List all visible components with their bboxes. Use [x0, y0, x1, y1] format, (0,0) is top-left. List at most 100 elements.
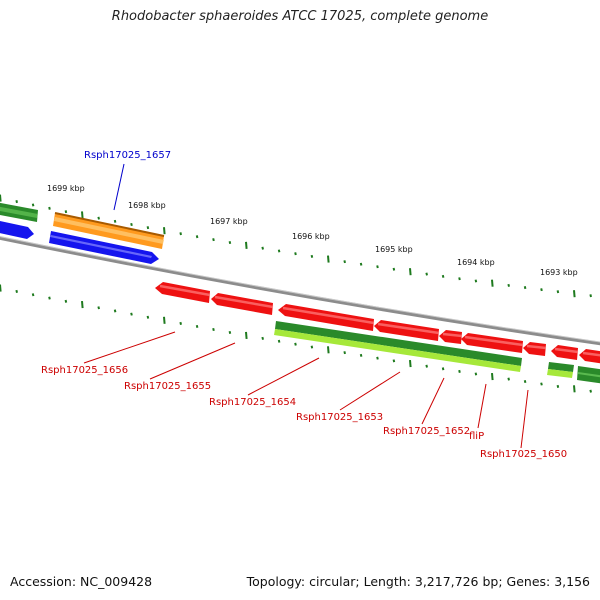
scale-tick — [523, 380, 527, 384]
scale-tick — [146, 226, 150, 230]
scale-tick — [81, 300, 84, 309]
gene-feature-green-short[interactable] — [548, 362, 574, 372]
scale-tick — [64, 299, 68, 303]
scale-tick — [491, 279, 494, 287]
scale-tick — [327, 255, 330, 263]
scale-tick — [523, 286, 527, 290]
scale-tick — [507, 283, 510, 287]
scale-tick — [15, 200, 18, 204]
genome-backbone-highlight — [0, 236, 600, 343]
gene-feature-lightgreen-short[interactable] — [547, 369, 573, 378]
gene-feature-green-long[interactable] — [275, 321, 522, 366]
scale-tick — [425, 272, 428, 276]
scale-tick — [327, 346, 330, 354]
gene-feature-blue-left[interactable] — [0, 220, 34, 239]
gene-feature-orange-edge — [54, 212, 165, 237]
accession-text: Accession: NC_009428 — [10, 574, 153, 589]
scale-tick — [48, 296, 51, 300]
scale-tick — [573, 290, 576, 298]
label-leader-lines — [83, 163, 529, 449]
scale-tick — [97, 216, 100, 220]
gene-label-rsph17025-1655[interactable]: Rsph17025_1655 — [124, 381, 211, 392]
scale-tick — [474, 372, 478, 376]
scale-tick — [31, 203, 35, 207]
scale-tick — [31, 293, 35, 297]
gene-label-rsph17025-1656[interactable]: Rsph17025_1656 — [41, 365, 128, 376]
scale-tick — [228, 241, 232, 245]
scale-tick — [589, 294, 592, 298]
scale-tick — [343, 351, 346, 355]
scale-tick — [343, 260, 346, 264]
gene-feature-lightgreen-right — [578, 372, 600, 378]
gene-feature-orange-shine — [54, 217, 164, 244]
scale-tick — [425, 364, 428, 368]
scale-tick — [0, 194, 2, 202]
scale-label: 1694 kbp — [457, 258, 495, 267]
forward-strand — [0, 202, 165, 264]
gene-feature-green-top-left-shine — [0, 206, 38, 218]
gene-label-rsph17025-1657[interactable]: Rsph17025_1657 — [84, 150, 171, 161]
scale-label: 1696 kbp — [292, 232, 330, 241]
gene-red-shine — [159, 284, 600, 357]
gene-label-rsph17025-1653[interactable]: Rsph17025_1653 — [296, 412, 383, 423]
scale-label: 1693 kbp — [540, 268, 578, 277]
reverse-strand-red — [155, 282, 600, 364]
genome-backbone — [0, 236, 600, 346]
gene-label-rsph17025-1650[interactable]: Rsph17025_1650 — [480, 449, 567, 460]
scale-label: 1697 kbp — [210, 217, 248, 226]
scale-tick — [212, 238, 215, 242]
scale-tick — [48, 206, 51, 210]
scale-tick — [294, 252, 297, 256]
scale-tick — [458, 369, 461, 373]
scale-label: 1695 kbp — [375, 245, 413, 254]
scale-tick — [0, 284, 2, 292]
gene-label-rsph17025-1652[interactable]: Rsph17025_1652 — [383, 426, 470, 437]
leader-rsph17025-1657 — [113, 163, 125, 211]
scale-tick — [294, 342, 297, 346]
scale-tick — [163, 316, 166, 324]
scale-tick — [146, 315, 150, 319]
gene-feature-blue-shine — [50, 235, 152, 258]
scale-tick — [409, 359, 412, 368]
scale-tick — [113, 219, 117, 223]
scale-tick — [81, 211, 84, 219]
scale-tick — [130, 312, 133, 316]
scale-tick — [392, 359, 396, 363]
scale-label: 1699 kbp — [47, 184, 85, 193]
leader-rsph17025-1654 — [247, 357, 320, 396]
outer-scale-ticks — [0, 194, 592, 298]
scale-tick — [179, 232, 182, 236]
gene-feature-rsph17025-1655[interactable] — [211, 293, 273, 315]
scale-tick — [277, 339, 281, 343]
scale-tick — [409, 268, 412, 276]
scale-tick — [376, 356, 379, 360]
gene-label-flip[interactable]: fliP — [469, 431, 484, 442]
scale-tick — [212, 327, 215, 332]
scale-tick — [163, 227, 166, 235]
scale-tick — [245, 331, 248, 340]
gene-label-rsph17025-1654[interactable]: Rsph17025_1654 — [209, 397, 296, 408]
leader-rsph17025-1653 — [339, 371, 401, 411]
scale-tick — [310, 345, 314, 349]
inner-scale-ticks — [0, 284, 592, 393]
scale-tick — [97, 306, 100, 310]
scale-tick — [441, 274, 445, 278]
scale-tick — [573, 385, 576, 393]
scale-tick — [589, 389, 592, 393]
scale-tick — [376, 265, 379, 269]
gene-feature-rsph17025-1650[interactable] — [523, 342, 546, 356]
leader-rsph17025-1652 — [421, 377, 445, 425]
gene-feature-red-right-2[interactable] — [579, 349, 600, 364]
scale-tick — [245, 241, 248, 249]
scale-tick — [441, 367, 445, 371]
gene-labels: Rsph17025_1657 Rsph17025_1656 Rsph17025_… — [41, 150, 567, 460]
scale-labels: 1699 kbp 1698 kbp 1697 kbp 1696 kbp 1695… — [47, 184, 578, 277]
gene-feature-rsph17025-1652[interactable] — [439, 330, 462, 344]
scale-tick — [195, 324, 199, 328]
scale-tick — [261, 246, 264, 250]
leader-rsph17025-1655 — [149, 342, 236, 380]
gene-feature-lightgreen-long[interactable] — [274, 329, 521, 372]
scale-tick — [228, 330, 232, 335]
